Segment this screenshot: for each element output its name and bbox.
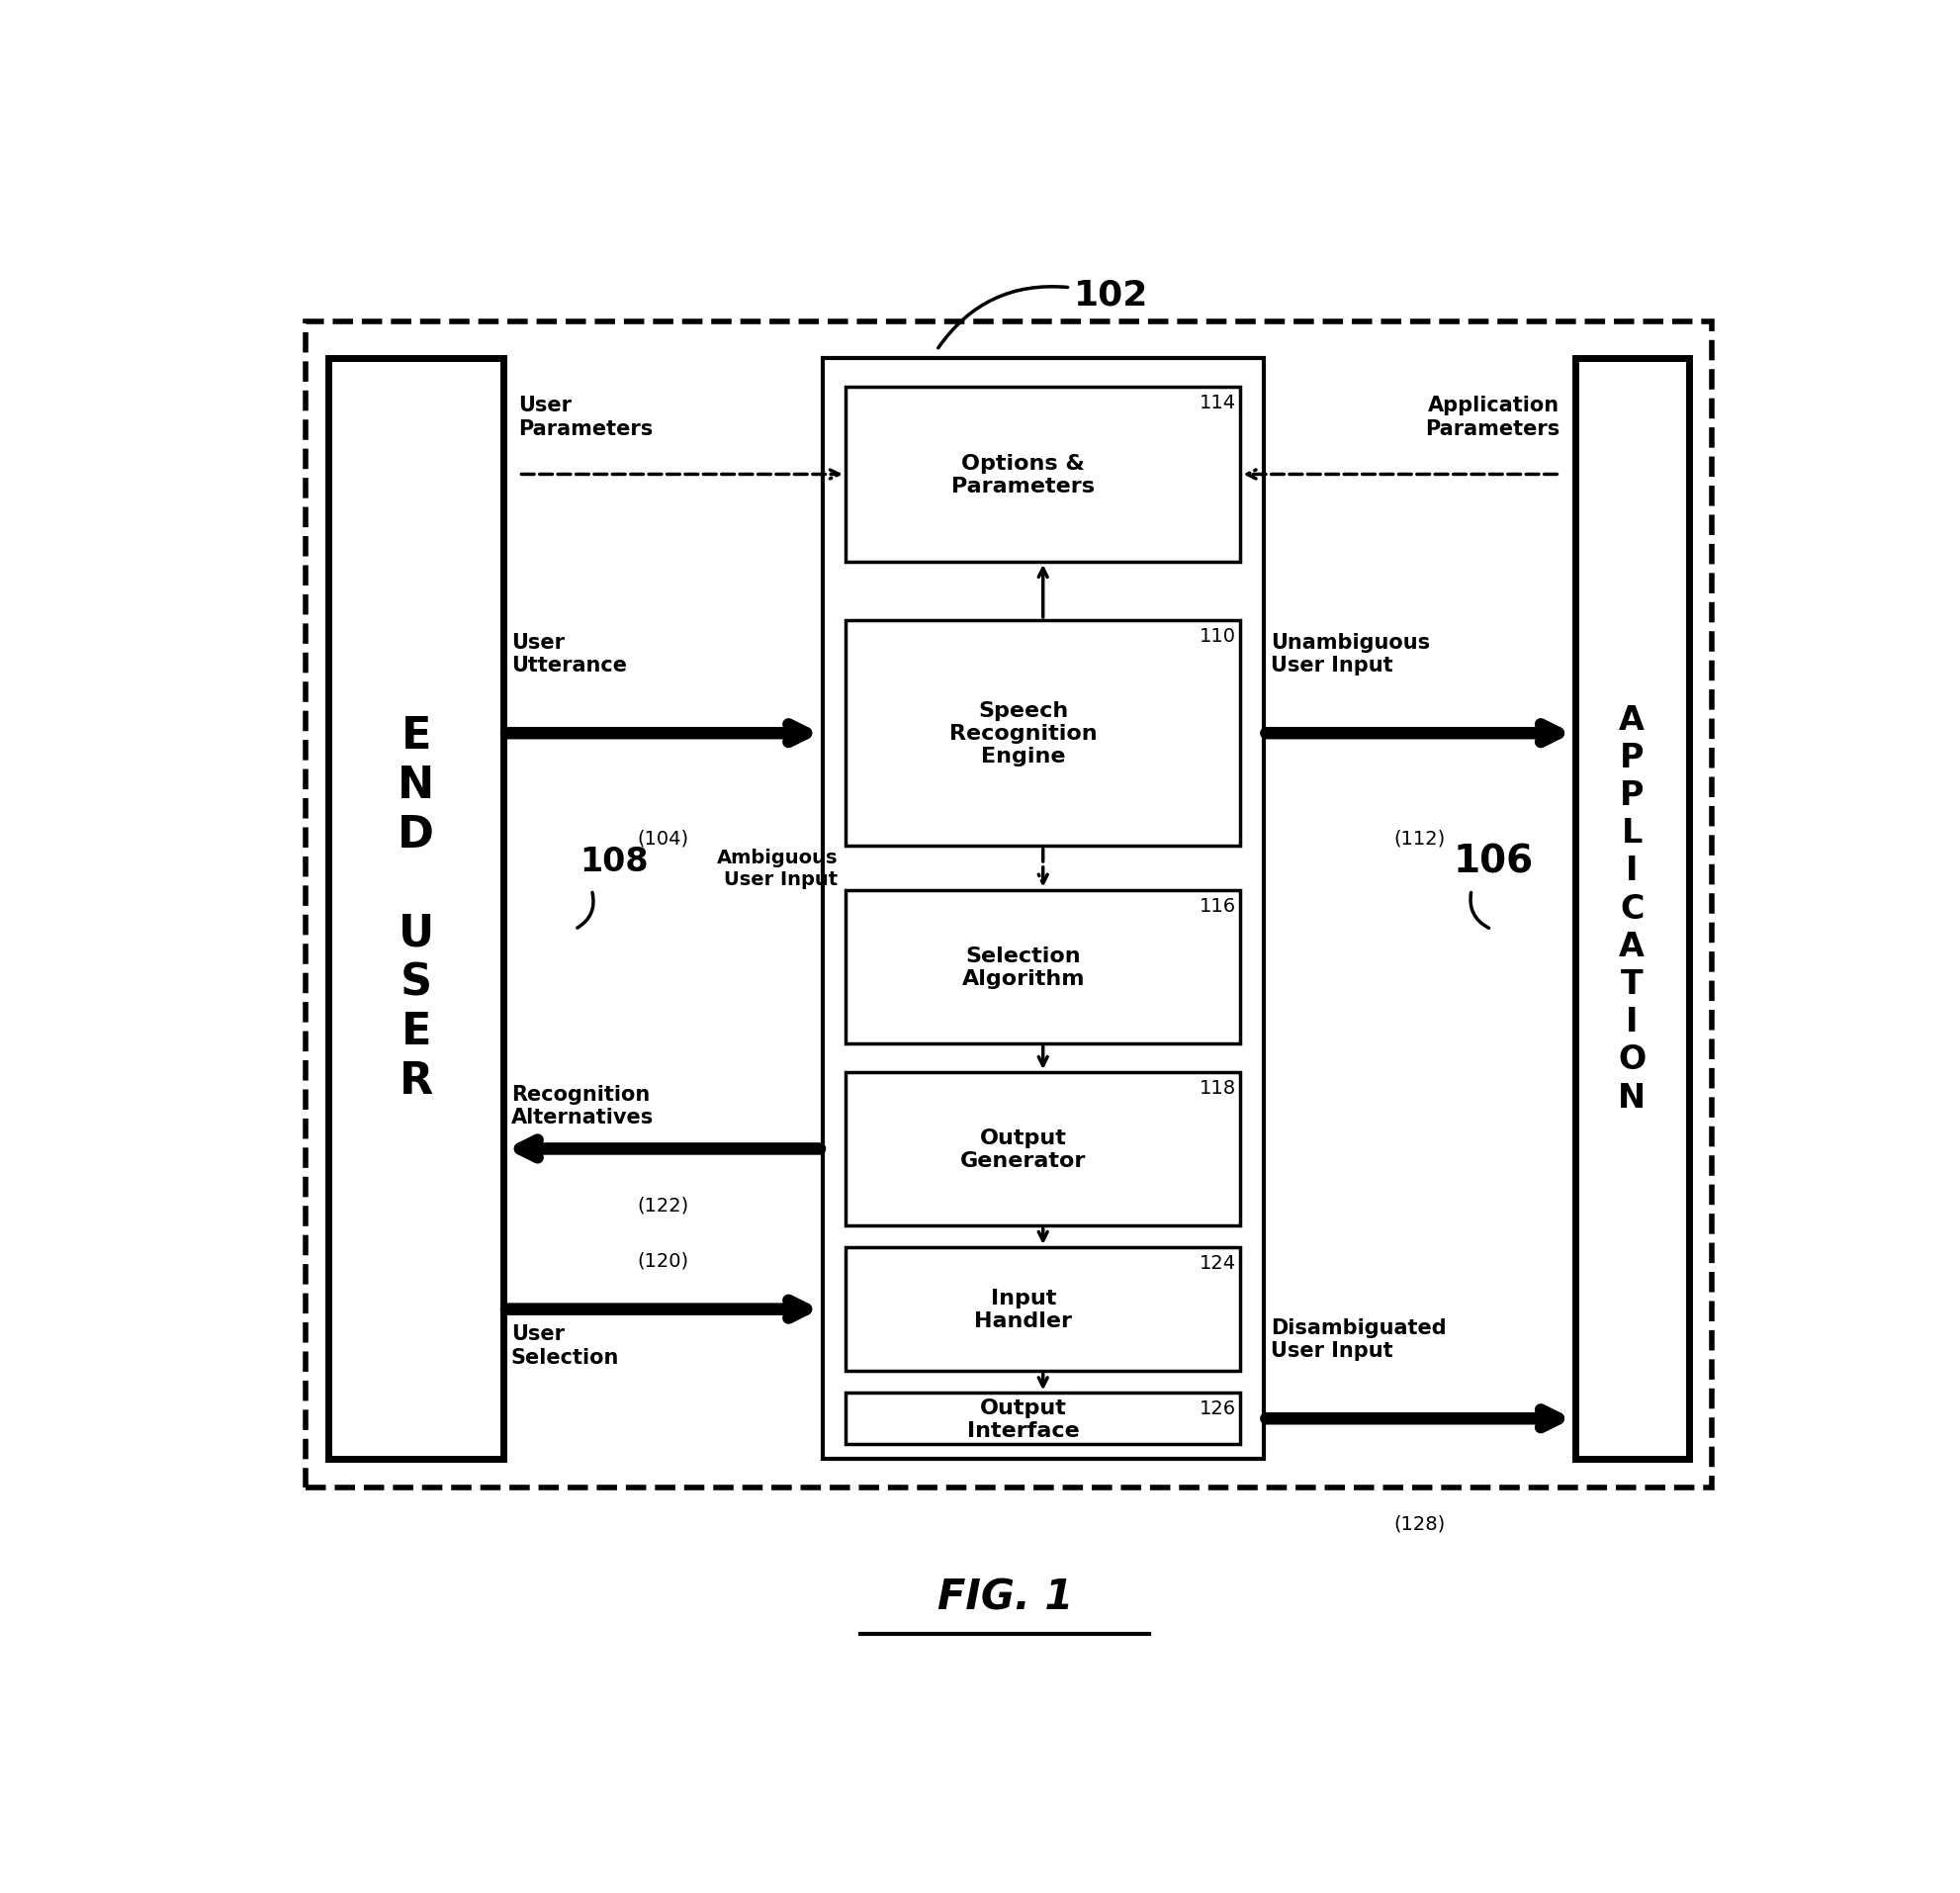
Text: Selection
Algorithm: Selection Algorithm <box>960 945 1084 988</box>
Text: (120): (120) <box>637 1251 688 1270</box>
Text: Unambiguous
User Input: Unambiguous User Input <box>1270 632 1429 676</box>
Bar <box>329 358 504 1460</box>
Text: User
Parameters: User Parameters <box>517 396 653 439</box>
Text: User
Utterance: User Utterance <box>512 632 627 676</box>
Text: A
P
P
L
I
C
A
T
I
O
N: A P P L I C A T I O N <box>1617 704 1644 1113</box>
Text: (112): (112) <box>1394 829 1445 848</box>
Text: Options &
Parameters: Options & Parameters <box>951 454 1094 496</box>
Text: User
Selection: User Selection <box>512 1323 619 1367</box>
Text: 118: 118 <box>1200 1079 1235 1098</box>
Text: 114: 114 <box>1200 394 1235 413</box>
Text: Input
Handler: Input Handler <box>974 1287 1072 1331</box>
Text: 106: 106 <box>1452 842 1533 880</box>
Text: (122): (122) <box>637 1196 688 1215</box>
Bar <box>845 1393 1241 1444</box>
Text: 102: 102 <box>1072 278 1147 312</box>
Text: Disambiguated
User Input: Disambiguated User Input <box>1270 1318 1446 1361</box>
Text: 108: 108 <box>580 844 649 878</box>
Text: Output
Interface: Output Interface <box>966 1397 1078 1441</box>
Bar <box>823 358 1262 1460</box>
Text: 116: 116 <box>1200 895 1235 914</box>
Text: 126: 126 <box>1200 1399 1235 1418</box>
Text: Output
Generator: Output Generator <box>960 1128 1086 1170</box>
Text: FIG. 1: FIG. 1 <box>937 1577 1072 1619</box>
Bar <box>845 1247 1241 1371</box>
Bar <box>845 388 1241 562</box>
Bar <box>845 1073 1241 1225</box>
Text: 124: 124 <box>1200 1253 1235 1272</box>
Bar <box>1574 358 1688 1460</box>
Text: Ambiguous
User Input: Ambiguous User Input <box>715 848 837 890</box>
Bar <box>845 890 1241 1043</box>
Text: Recognition
Alternatives: Recognition Alternatives <box>512 1085 653 1126</box>
FancyArrowPatch shape <box>937 288 1066 348</box>
Text: Speech
Recognition
Engine: Speech Recognition Engine <box>949 700 1098 767</box>
FancyArrowPatch shape <box>576 893 594 928</box>
Text: Application
Parameters: Application Parameters <box>1425 396 1558 439</box>
Bar <box>845 621 1241 846</box>
Text: 110: 110 <box>1200 627 1235 646</box>
Bar <box>306 322 1711 1488</box>
FancyArrowPatch shape <box>1470 893 1488 929</box>
Text: (104): (104) <box>637 829 688 848</box>
Text: (128): (128) <box>1394 1514 1445 1531</box>
Text: E
N
D
 
U
S
E
R: E N D U S E R <box>398 716 435 1102</box>
